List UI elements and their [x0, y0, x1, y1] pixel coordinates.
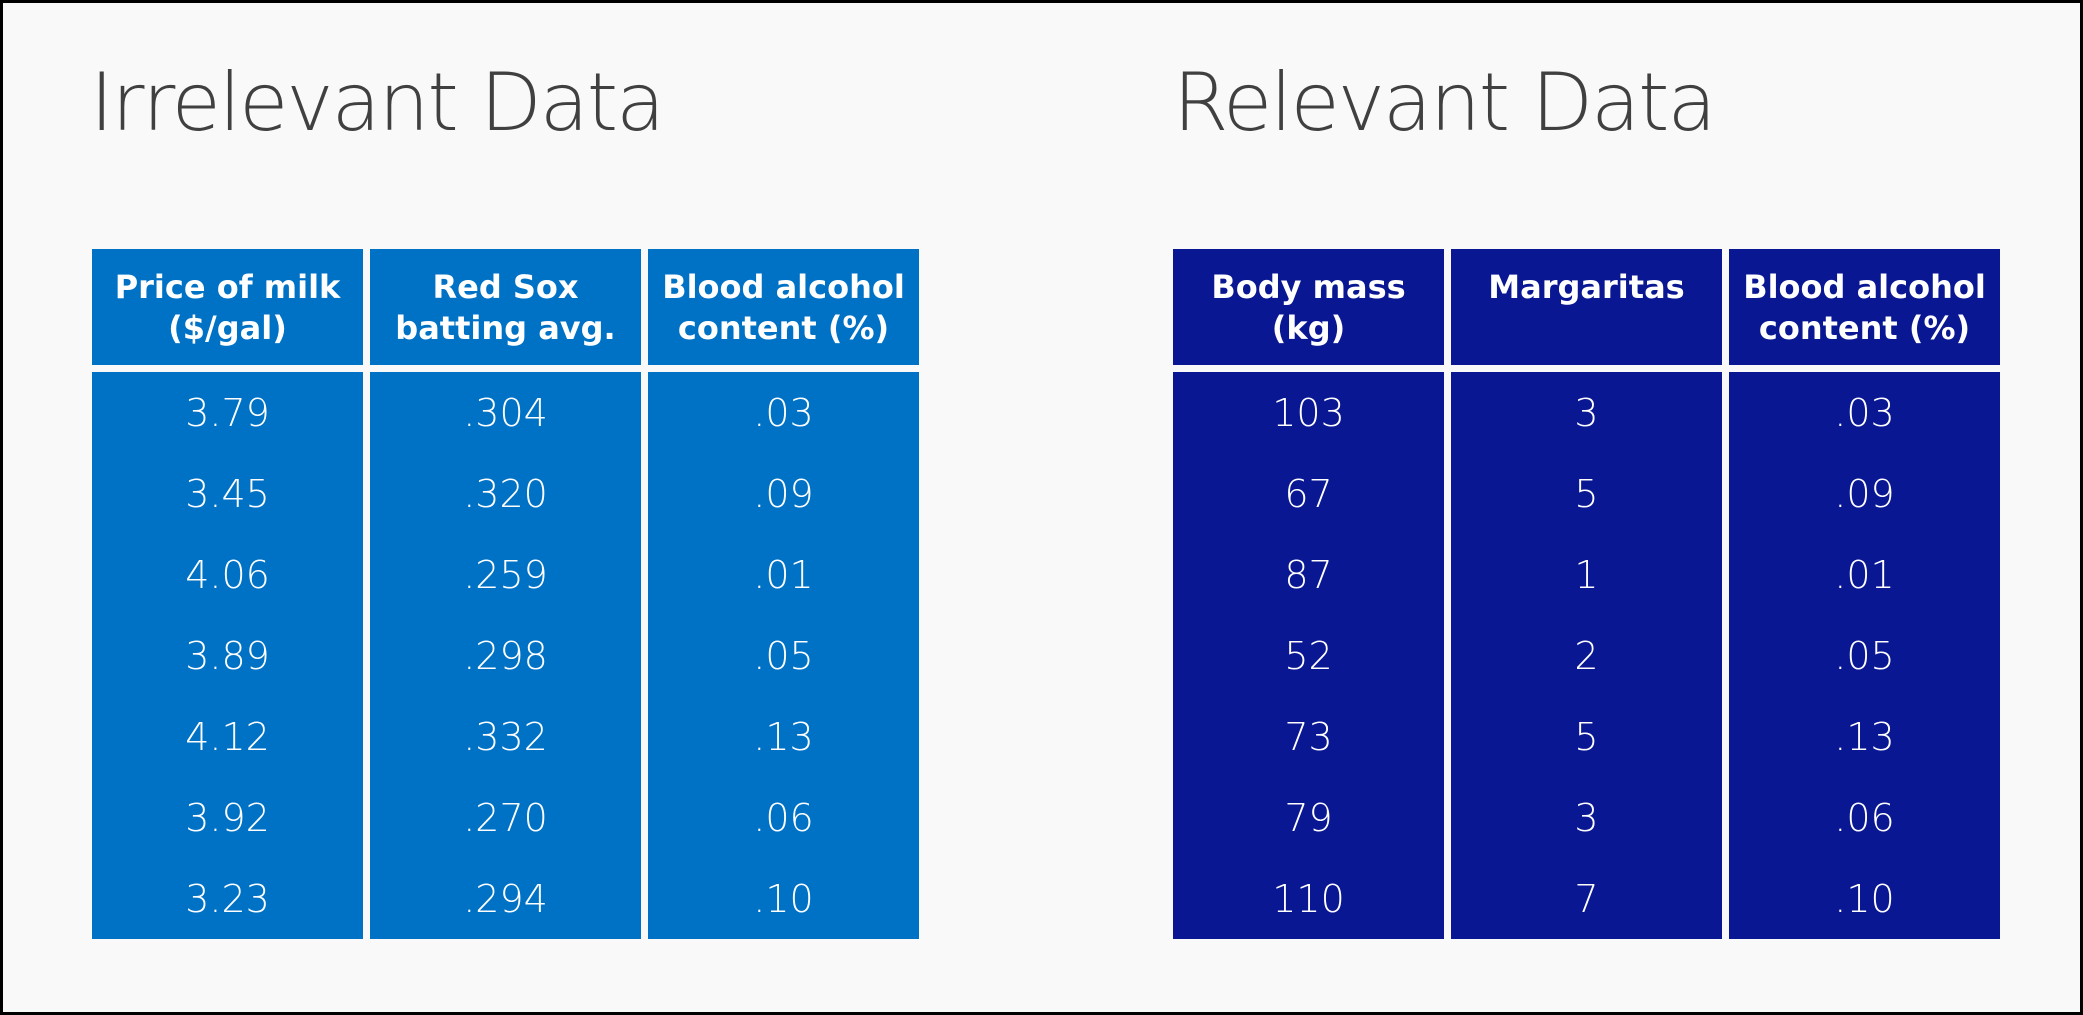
table-cell: 3.23 — [185, 876, 270, 921]
table-cell: 3.79 — [185, 390, 270, 435]
table-cell: 2 — [1574, 633, 1599, 678]
header-divider — [370, 365, 641, 372]
table-cell: .06 — [1834, 795, 1895, 840]
table-cell: .01 — [1834, 552, 1895, 597]
column-header: Price of milk ($/gal) — [92, 249, 363, 365]
column-body: .03 .09 .01 .05 .13 .06 .10 — [1729, 372, 2000, 939]
table-column: Red Sox batting avg. .304 .320 .259 .298 .332… — [370, 249, 641, 939]
table-cell: .03 — [753, 390, 814, 435]
table-column: Blood alcohol content (%) .03 .09 .01 .05 .13… — [1729, 249, 2000, 939]
table-cell: .298 — [463, 633, 548, 678]
column-body: 3 5 1 2 5 3 7 — [1451, 372, 1722, 939]
table-cell: 73 — [1284, 714, 1333, 759]
table-cell: .01 — [753, 552, 814, 597]
table-cell: 3.89 — [185, 633, 270, 678]
header-divider — [1729, 365, 2000, 372]
column-body: .03 .09 .01 .05 .13 .06 .10 — [648, 372, 919, 939]
table-cell: .05 — [753, 633, 814, 678]
column-header: Red Sox batting avg. — [370, 249, 641, 365]
column-header: Margaritas — [1451, 249, 1722, 365]
column-body: 103 67 87 52 73 79 110 — [1173, 372, 1444, 939]
table-cell: 3.45 — [185, 471, 270, 516]
table-cell: 79 — [1284, 795, 1333, 840]
table-cell: .294 — [463, 876, 548, 921]
table-cell: .09 — [1834, 471, 1895, 516]
column-header-label: Price of milk ($/gal) — [114, 268, 341, 347]
table-cell: 67 — [1284, 471, 1333, 516]
column-header: Body mass (kg) — [1173, 249, 1444, 365]
table-cell: .06 — [753, 795, 814, 840]
table-cell: .259 — [463, 552, 548, 597]
table-cell: 4.12 — [185, 714, 270, 759]
table-cell: .10 — [753, 876, 814, 921]
table-column: Margaritas 3 5 1 2 5 3 7 — [1451, 249, 1722, 939]
column-header-label: Blood alcohol content (%) — [662, 268, 905, 347]
table-cell: .332 — [463, 714, 548, 759]
table-cell: .05 — [1834, 633, 1895, 678]
table-column: Blood alcohol content (%) .03 .09 .01 .05 .13… — [648, 249, 919, 939]
table-cell: .03 — [1834, 390, 1895, 435]
header-divider — [1173, 365, 1444, 372]
table-cell: 3 — [1574, 390, 1599, 435]
column-body: .304 .320 .259 .298 .332 .270 .294 — [370, 372, 641, 939]
table-cell: 3.92 — [185, 795, 270, 840]
table-cell: 5 — [1574, 471, 1599, 516]
header-divider — [648, 365, 919, 372]
table-cell: 1 — [1574, 552, 1599, 597]
column-header-label: Red Sox batting avg. — [395, 268, 616, 347]
table-cell: .270 — [463, 795, 548, 840]
table-cell: 7 — [1574, 876, 1599, 921]
header-divider — [1451, 365, 1722, 372]
table-column: Price of milk ($/gal) 3.79 3.45 4.06 3.89 4.1… — [92, 249, 363, 939]
table-cell: .13 — [753, 714, 814, 759]
column-header-label: Body mass (kg) — [1211, 268, 1406, 347]
table-cell: 5 — [1574, 714, 1599, 759]
relevant-data-title: Relevant Data — [1173, 56, 1717, 149]
table-cell: 52 — [1284, 633, 1333, 678]
column-header: Blood alcohol content (%) — [1729, 249, 2000, 365]
column-body: 3.79 3.45 4.06 3.89 4.12 3.92 3.23 — [92, 372, 363, 939]
table-cell: .304 — [463, 390, 548, 435]
irrelevant-data-title: Irrelevant Data — [90, 56, 665, 149]
column-header-label: Blood alcohol content (%) — [1743, 268, 1986, 347]
irrelevant-data-table: Price of milk ($/gal) 3.79 3.45 4.06 3.89 4.1… — [92, 249, 919, 939]
table-cell: 4.06 — [185, 552, 270, 597]
table-column: Body mass (kg) 103 67 87 52 73 79 110 — [1173, 249, 1444, 939]
table-cell: 87 — [1284, 552, 1333, 597]
table-cell: .09 — [753, 471, 814, 516]
column-header: Blood alcohol content (%) — [648, 249, 919, 365]
table-cell: .10 — [1834, 876, 1895, 921]
table-cell: 3 — [1574, 795, 1599, 840]
table-cell: 110 — [1272, 876, 1345, 921]
column-header-label: Margaritas — [1488, 268, 1685, 306]
table-cell: .320 — [463, 471, 548, 516]
header-divider — [92, 365, 363, 372]
table-cell: .13 — [1834, 714, 1895, 759]
table-cell: 103 — [1272, 390, 1345, 435]
relevant-data-table: Body mass (kg) 103 67 87 52 73 79 110 Margaritas… — [1173, 249, 2000, 939]
